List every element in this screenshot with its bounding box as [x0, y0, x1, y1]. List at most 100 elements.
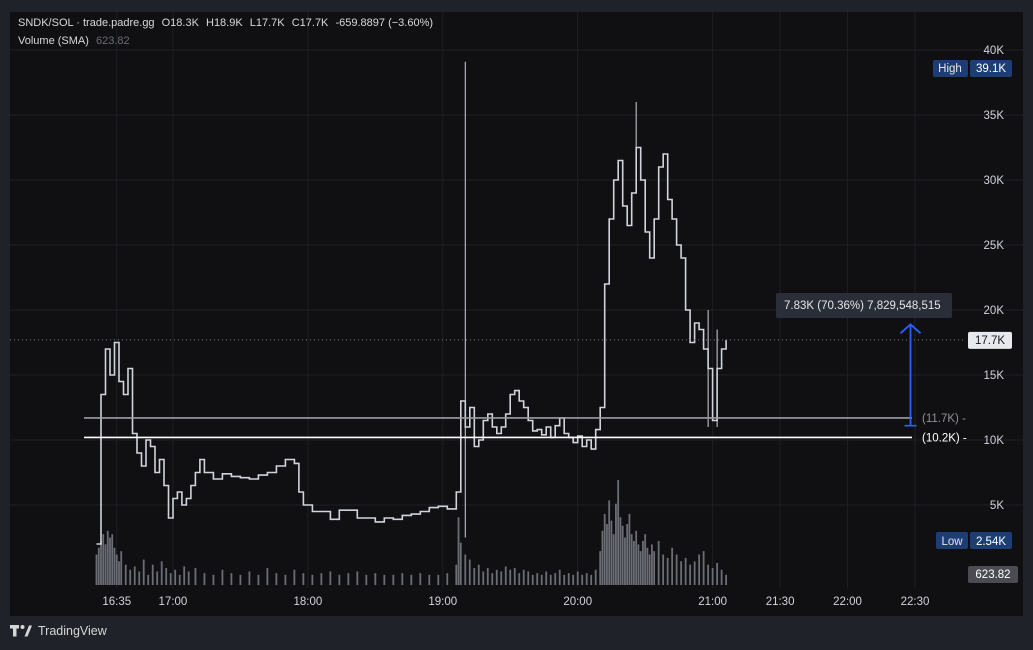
volume-bar — [491, 573, 494, 585]
volume-bar — [468, 559, 471, 585]
low-value: 2.54K — [976, 536, 1006, 548]
volume-bar — [644, 534, 647, 585]
volume-bar — [642, 540, 644, 585]
volume-bar — [320, 573, 323, 585]
low-value-bg — [970, 532, 1012, 549]
volume-bar — [410, 574, 413, 585]
volume-bar — [169, 573, 172, 585]
legend-open: O18.3K — [161, 17, 199, 29]
legend-low: L17.7K — [249, 17, 285, 29]
volume-bar — [662, 554, 665, 585]
volume-bar — [624, 537, 626, 585]
y-tick-label: 10K — [984, 435, 1005, 447]
x-tick-label: 22:30 — [901, 596, 930, 608]
volume-bar — [545, 571, 548, 585]
volume-bar — [174, 569, 177, 585]
volume-bar — [590, 574, 593, 585]
volume-bar — [120, 551, 123, 585]
volume-bar — [230, 573, 233, 585]
volume-bar — [257, 574, 260, 585]
x-tick-label: 20:00 — [563, 596, 592, 608]
volume-bar — [711, 568, 714, 585]
volume-bar — [187, 571, 190, 585]
tradingview-logo[interactable]: TradingView — [10, 624, 107, 638]
volume-bar — [617, 480, 620, 585]
volume-bar — [626, 524, 629, 585]
x-tick-label: 19:00 — [428, 596, 457, 608]
volume-bar — [203, 573, 206, 585]
volume-bar — [601, 530, 604, 585]
volume-bar — [118, 561, 120, 585]
high-value: 39.1K — [976, 63, 1006, 75]
last-price-bg — [968, 331, 1012, 349]
volume-bar — [608, 500, 611, 585]
volume-bar — [684, 557, 687, 585]
volume-bar — [637, 544, 640, 585]
x-tick-label: 21:00 — [698, 596, 727, 608]
volume-bar — [513, 568, 516, 585]
volume-bar — [311, 574, 314, 585]
volume-bar — [147, 574, 150, 585]
volume-bar — [113, 547, 116, 585]
volume-bar — [102, 534, 105, 585]
y-tick-label: 5K — [990, 500, 1004, 512]
y-tick-label: 25K — [984, 240, 1005, 252]
volume-bar — [651, 544, 653, 585]
volume-bar — [720, 569, 723, 585]
volume-bar — [473, 568, 476, 585]
low-label: Low — [941, 536, 963, 548]
volume-bar — [477, 564, 480, 585]
volume-bar — [266, 568, 269, 585]
volume-bar — [457, 517, 460, 585]
volume-bar — [338, 574, 341, 585]
volume-bar — [104, 544, 107, 585]
volume-bar — [693, 561, 696, 585]
volume-bar — [653, 551, 656, 585]
volume-bar — [486, 568, 489, 585]
volume-bar — [446, 573, 449, 585]
price-series[interactable] — [96, 146, 727, 545]
volume-bar — [594, 569, 597, 585]
last-price-value: 17.7K — [975, 335, 1005, 347]
volume-bar — [554, 573, 557, 585]
volume-bar — [221, 569, 224, 585]
volume-bar — [109, 537, 111, 585]
volume-bar — [648, 554, 651, 585]
volume-bar — [509, 569, 512, 585]
volume-bar — [495, 569, 498, 585]
volume-bar — [100, 540, 102, 585]
volume-bar — [671, 547, 674, 585]
volume-value: 623.82 — [95, 35, 130, 47]
volume-bar — [455, 564, 458, 585]
volume-bar — [138, 571, 141, 585]
volume-label[interactable]: Volume (SMA) — [18, 35, 89, 47]
volume-bar — [293, 569, 296, 585]
volume-bar — [212, 574, 215, 585]
volume-bar — [531, 574, 534, 585]
volume-bar — [437, 574, 440, 585]
volume-bar — [707, 564, 710, 585]
legend-symbol[interactable]: SNDK/SOL · trade.padre.gg — [18, 17, 155, 29]
legend-volume: Volume (SMA) 623.82 — [18, 35, 130, 47]
x-tick-label: 17:00 — [159, 596, 188, 608]
x-tick-label: 21:30 — [766, 596, 795, 608]
low-label-bg — [936, 532, 968, 549]
volume-bar — [657, 540, 660, 585]
volume-bar — [401, 573, 404, 585]
volume-bar — [133, 566, 136, 585]
volume-bar — [160, 561, 163, 585]
volume-bar — [239, 574, 242, 585]
volume-bar — [302, 573, 305, 585]
volume-bar — [329, 571, 332, 585]
volume-bar — [603, 513, 606, 585]
y-tick-label: 20K — [984, 305, 1005, 317]
volume-bar — [284, 574, 287, 585]
volume-bar — [689, 564, 692, 585]
volume-bar — [428, 574, 431, 585]
y-tick-label: 30K — [984, 175, 1005, 187]
high-value-bg — [970, 60, 1012, 77]
horizontal-line-label: (11.7K) - — [922, 413, 966, 425]
x-tick-label: 22:00 — [833, 596, 862, 608]
high-label-bg — [933, 60, 968, 77]
